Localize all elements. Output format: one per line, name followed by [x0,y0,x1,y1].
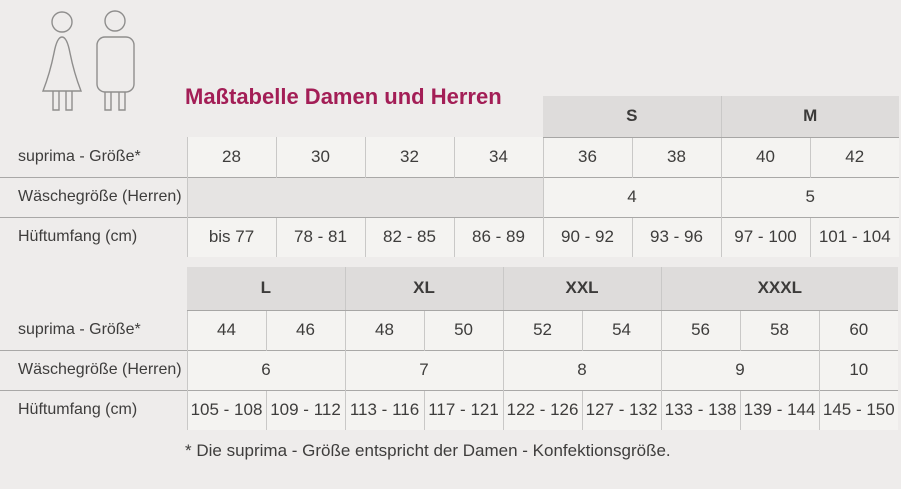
table-cell: 145 - 150 [818,389,899,430]
table-cell: 101 - 104 [809,216,900,257]
table-cell: 40 [720,137,810,177]
size-table-lower: L XL XXL XXXL suprima - Größe* 44 46 48 … [0,267,899,430]
row-label-hueftumfang: Hüftumfang (cm) [0,216,187,257]
table-cell: 78 - 81 [275,216,365,257]
table-cell: 50 [423,310,504,350]
row-label-waesche: Wäschegröße (Herren) [0,349,187,390]
table-cell-empty [186,176,543,217]
table-cell: 5 [720,176,900,217]
size-group-xxxl: XXXL [660,267,899,311]
table-cell: 48 [344,310,425,350]
table-cell: 9 [660,349,820,390]
size-group-l: L [187,267,346,311]
table-cell: 56 [660,310,741,350]
table-cell: bis 77 [186,216,276,257]
table-cell: 52 [502,310,583,350]
male-icon [96,10,135,111]
table-cell: 127 - 132 [581,389,662,430]
hueftumfang-row-lower: Hüftumfang (cm) 105 - 108 109 - 112 113 … [0,389,899,430]
row-label-suprima: suprima - Größe* [18,320,141,338]
table-cell: 7 [344,349,504,390]
size-group-header-row-lower: L XL XXL XXXL [0,267,899,311]
table-cell: 86 - 89 [453,216,543,257]
table-cell: 30 [275,137,365,177]
female-male-pictograms [41,10,135,111]
row-label-suprima: suprima - Größe* [18,147,141,165]
table-cell: 109 - 112 [265,389,346,430]
table-cell: 32 [364,137,454,177]
female-icon [41,11,83,111]
table-cell: 4 [542,176,721,217]
table-cell: 46 [265,310,346,350]
table-cell: 90 - 92 [542,216,632,257]
table-cell: 34 [453,137,543,177]
suprima-size-row-lower: suprima - Größe* 44 46 48 50 52 54 56 58… [0,310,899,350]
table-cell: 93 - 96 [631,216,721,257]
table-cell: 6 [186,349,346,390]
table-cell: 105 - 108 [186,389,266,430]
table-cell: 28 [186,137,276,177]
table-cell: 139 - 144 [739,389,820,430]
footnote: * Die suprima - Größe entspricht der Dam… [185,441,671,460]
waesche-size-row-lower: Wäschegröße (Herren) 6 7 8 9 10 [0,349,899,390]
table-cell: 58 [739,310,820,350]
table-cell: 8 [502,349,662,390]
table-cell: 60 [818,310,899,350]
table-cell: 97 - 100 [720,216,810,257]
page-title: Maßtabelle Damen und Herren [185,84,502,109]
waesche-size-row-upper: Wäschegröße (Herren) 4 5 [0,176,900,217]
table-cell: 44 [186,310,266,350]
table-cell: 133 - 138 [660,389,741,430]
table-cell: 42 [809,137,900,177]
row-label-waesche: Wäschegröße (Herren) [0,176,187,217]
suprima-size-row-upper: suprima - Größe* 28 30 32 34 36 38 40 42 [0,137,900,177]
size-group-header-row-upper: S M [0,96,900,138]
size-group-xl: XL [344,267,504,311]
size-group-m: M [720,96,900,138]
table-cell: 82 - 85 [364,216,454,257]
hueftumfang-row-upper: Hüftumfang (cm) bis 77 78 - 81 82 - 85 8… [0,216,900,257]
table-cell: 38 [631,137,721,177]
size-group-xxl: XXL [502,267,662,311]
size-group-s: S [543,96,721,138]
size-table-upper: S M suprima - Größe* 28 30 32 34 36 38 4… [0,96,900,257]
table-cell: 117 - 121 [423,389,504,430]
header-spacer [0,267,187,310]
table-cell: 36 [542,137,632,177]
table-cell: 54 [581,310,662,350]
table-cell: 113 - 116 [344,389,425,430]
row-label-hueftumfang: Hüftumfang (cm) [0,389,187,430]
table-cell: 10 [818,349,899,390]
table-cell: 122 - 126 [502,389,583,430]
header-spacer [0,96,543,137]
